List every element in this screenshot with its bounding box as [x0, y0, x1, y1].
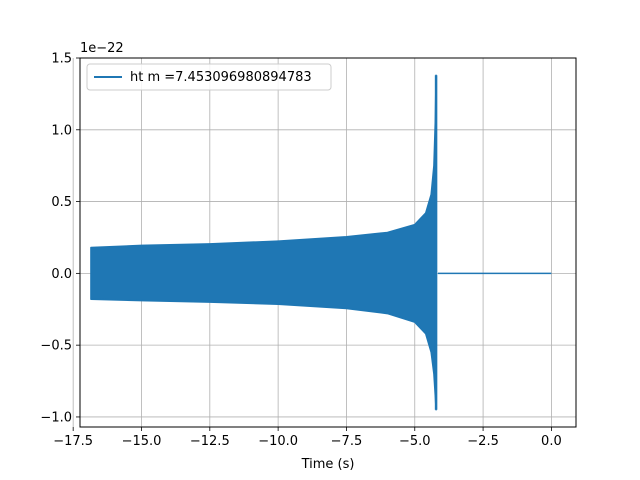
x-tick-label: −5.0: [399, 434, 431, 449]
x-tick-label: −15.0: [122, 434, 162, 449]
x-tick-label: 0.0: [541, 434, 562, 449]
axes-frame: [79, 57, 577, 428]
y-axis-ticks: 1.5 1.0 0.5 0.0 −0.5 −1.0: [40, 52, 80, 425]
y-tick-label: −0.5: [40, 339, 72, 354]
x-tick-label: −10.0: [258, 434, 298, 449]
x-axis-label: Time (s): [301, 457, 355, 472]
y-tick-label: 0.5: [51, 195, 72, 210]
y-tick-label: 1.0: [51, 123, 72, 138]
legend: ht m =7.453096980894783: [86, 63, 332, 91]
x-tick-label: −12.5: [190, 434, 230, 449]
y-axis-scale-label: 1e−22: [80, 41, 124, 56]
x-tick-label: −17.5: [53, 434, 93, 449]
y-tick-label: 1.5: [51, 52, 72, 67]
x-tick-label: −2.5: [467, 434, 499, 449]
legend-box: [86, 63, 332, 91]
legend-label: ht m =7.453096980894783: [130, 70, 312, 85]
plot-area: [90, 74, 552, 411]
x-axis-ticks: −17.5 −15.0 −12.5 −10.0 −7.5 −5.0 −2.5 0.0: [53, 427, 562, 449]
y-tick-label: 0.0: [51, 267, 72, 282]
y-tick-label: −1.0: [40, 410, 72, 425]
x-tick-label: −7.5: [331, 434, 363, 449]
